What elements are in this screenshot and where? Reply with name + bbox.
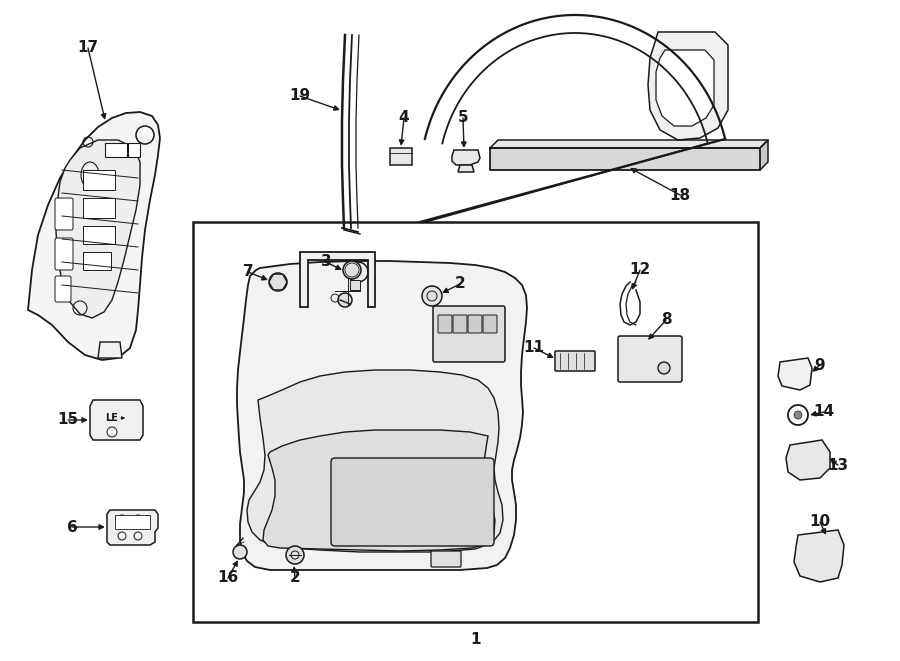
Text: 13: 13 — [827, 457, 849, 473]
Polygon shape — [458, 165, 474, 172]
Text: 14: 14 — [814, 405, 834, 420]
Polygon shape — [263, 430, 495, 551]
Text: 8: 8 — [661, 313, 671, 327]
Text: 18: 18 — [670, 188, 690, 202]
Text: 10: 10 — [809, 514, 831, 529]
FancyBboxPatch shape — [483, 315, 497, 333]
FancyBboxPatch shape — [115, 515, 150, 529]
Text: 17: 17 — [77, 40, 99, 56]
FancyBboxPatch shape — [83, 170, 115, 190]
Text: 12: 12 — [629, 262, 651, 278]
Polygon shape — [794, 530, 844, 582]
Text: 6: 6 — [67, 520, 77, 535]
Polygon shape — [490, 140, 768, 148]
Polygon shape — [452, 150, 480, 165]
Text: 9: 9 — [814, 358, 825, 373]
Circle shape — [794, 411, 802, 419]
FancyBboxPatch shape — [105, 143, 127, 157]
Text: 5: 5 — [458, 110, 468, 126]
FancyBboxPatch shape — [55, 198, 73, 230]
Polygon shape — [28, 112, 160, 360]
FancyBboxPatch shape — [468, 315, 482, 333]
Text: LE: LE — [105, 413, 119, 423]
Text: 15: 15 — [58, 412, 78, 428]
FancyBboxPatch shape — [128, 143, 140, 157]
Text: 4: 4 — [399, 110, 410, 126]
Polygon shape — [247, 370, 503, 552]
FancyBboxPatch shape — [83, 198, 115, 218]
Circle shape — [422, 286, 442, 306]
Polygon shape — [490, 148, 760, 170]
FancyBboxPatch shape — [453, 315, 467, 333]
FancyBboxPatch shape — [438, 315, 452, 333]
Polygon shape — [300, 252, 375, 307]
FancyBboxPatch shape — [55, 276, 71, 302]
FancyBboxPatch shape — [555, 351, 595, 371]
FancyBboxPatch shape — [390, 148, 412, 165]
FancyBboxPatch shape — [83, 252, 111, 270]
FancyBboxPatch shape — [83, 226, 115, 244]
FancyBboxPatch shape — [431, 551, 461, 567]
Polygon shape — [56, 140, 140, 318]
Text: 19: 19 — [290, 89, 310, 104]
Polygon shape — [786, 440, 830, 480]
Circle shape — [343, 261, 361, 279]
Circle shape — [269, 273, 287, 291]
Polygon shape — [98, 342, 122, 358]
Circle shape — [233, 545, 247, 559]
FancyBboxPatch shape — [193, 222, 758, 622]
Text: 7: 7 — [243, 264, 253, 280]
FancyBboxPatch shape — [331, 458, 494, 546]
Text: 1: 1 — [471, 633, 482, 648]
FancyBboxPatch shape — [55, 238, 73, 270]
Text: 2: 2 — [454, 276, 465, 292]
Polygon shape — [778, 358, 812, 390]
FancyBboxPatch shape — [350, 280, 360, 290]
Text: 3: 3 — [320, 254, 331, 270]
Text: 16: 16 — [218, 570, 238, 586]
Polygon shape — [90, 400, 143, 440]
FancyBboxPatch shape — [433, 306, 505, 362]
Text: 2: 2 — [290, 570, 301, 586]
Polygon shape — [107, 510, 158, 545]
FancyBboxPatch shape — [618, 336, 682, 382]
Circle shape — [338, 293, 352, 307]
Polygon shape — [648, 32, 728, 140]
Polygon shape — [237, 261, 527, 570]
Polygon shape — [760, 140, 768, 170]
Circle shape — [286, 546, 304, 564]
Polygon shape — [656, 50, 714, 126]
Circle shape — [658, 362, 670, 374]
Text: 11: 11 — [524, 340, 544, 356]
